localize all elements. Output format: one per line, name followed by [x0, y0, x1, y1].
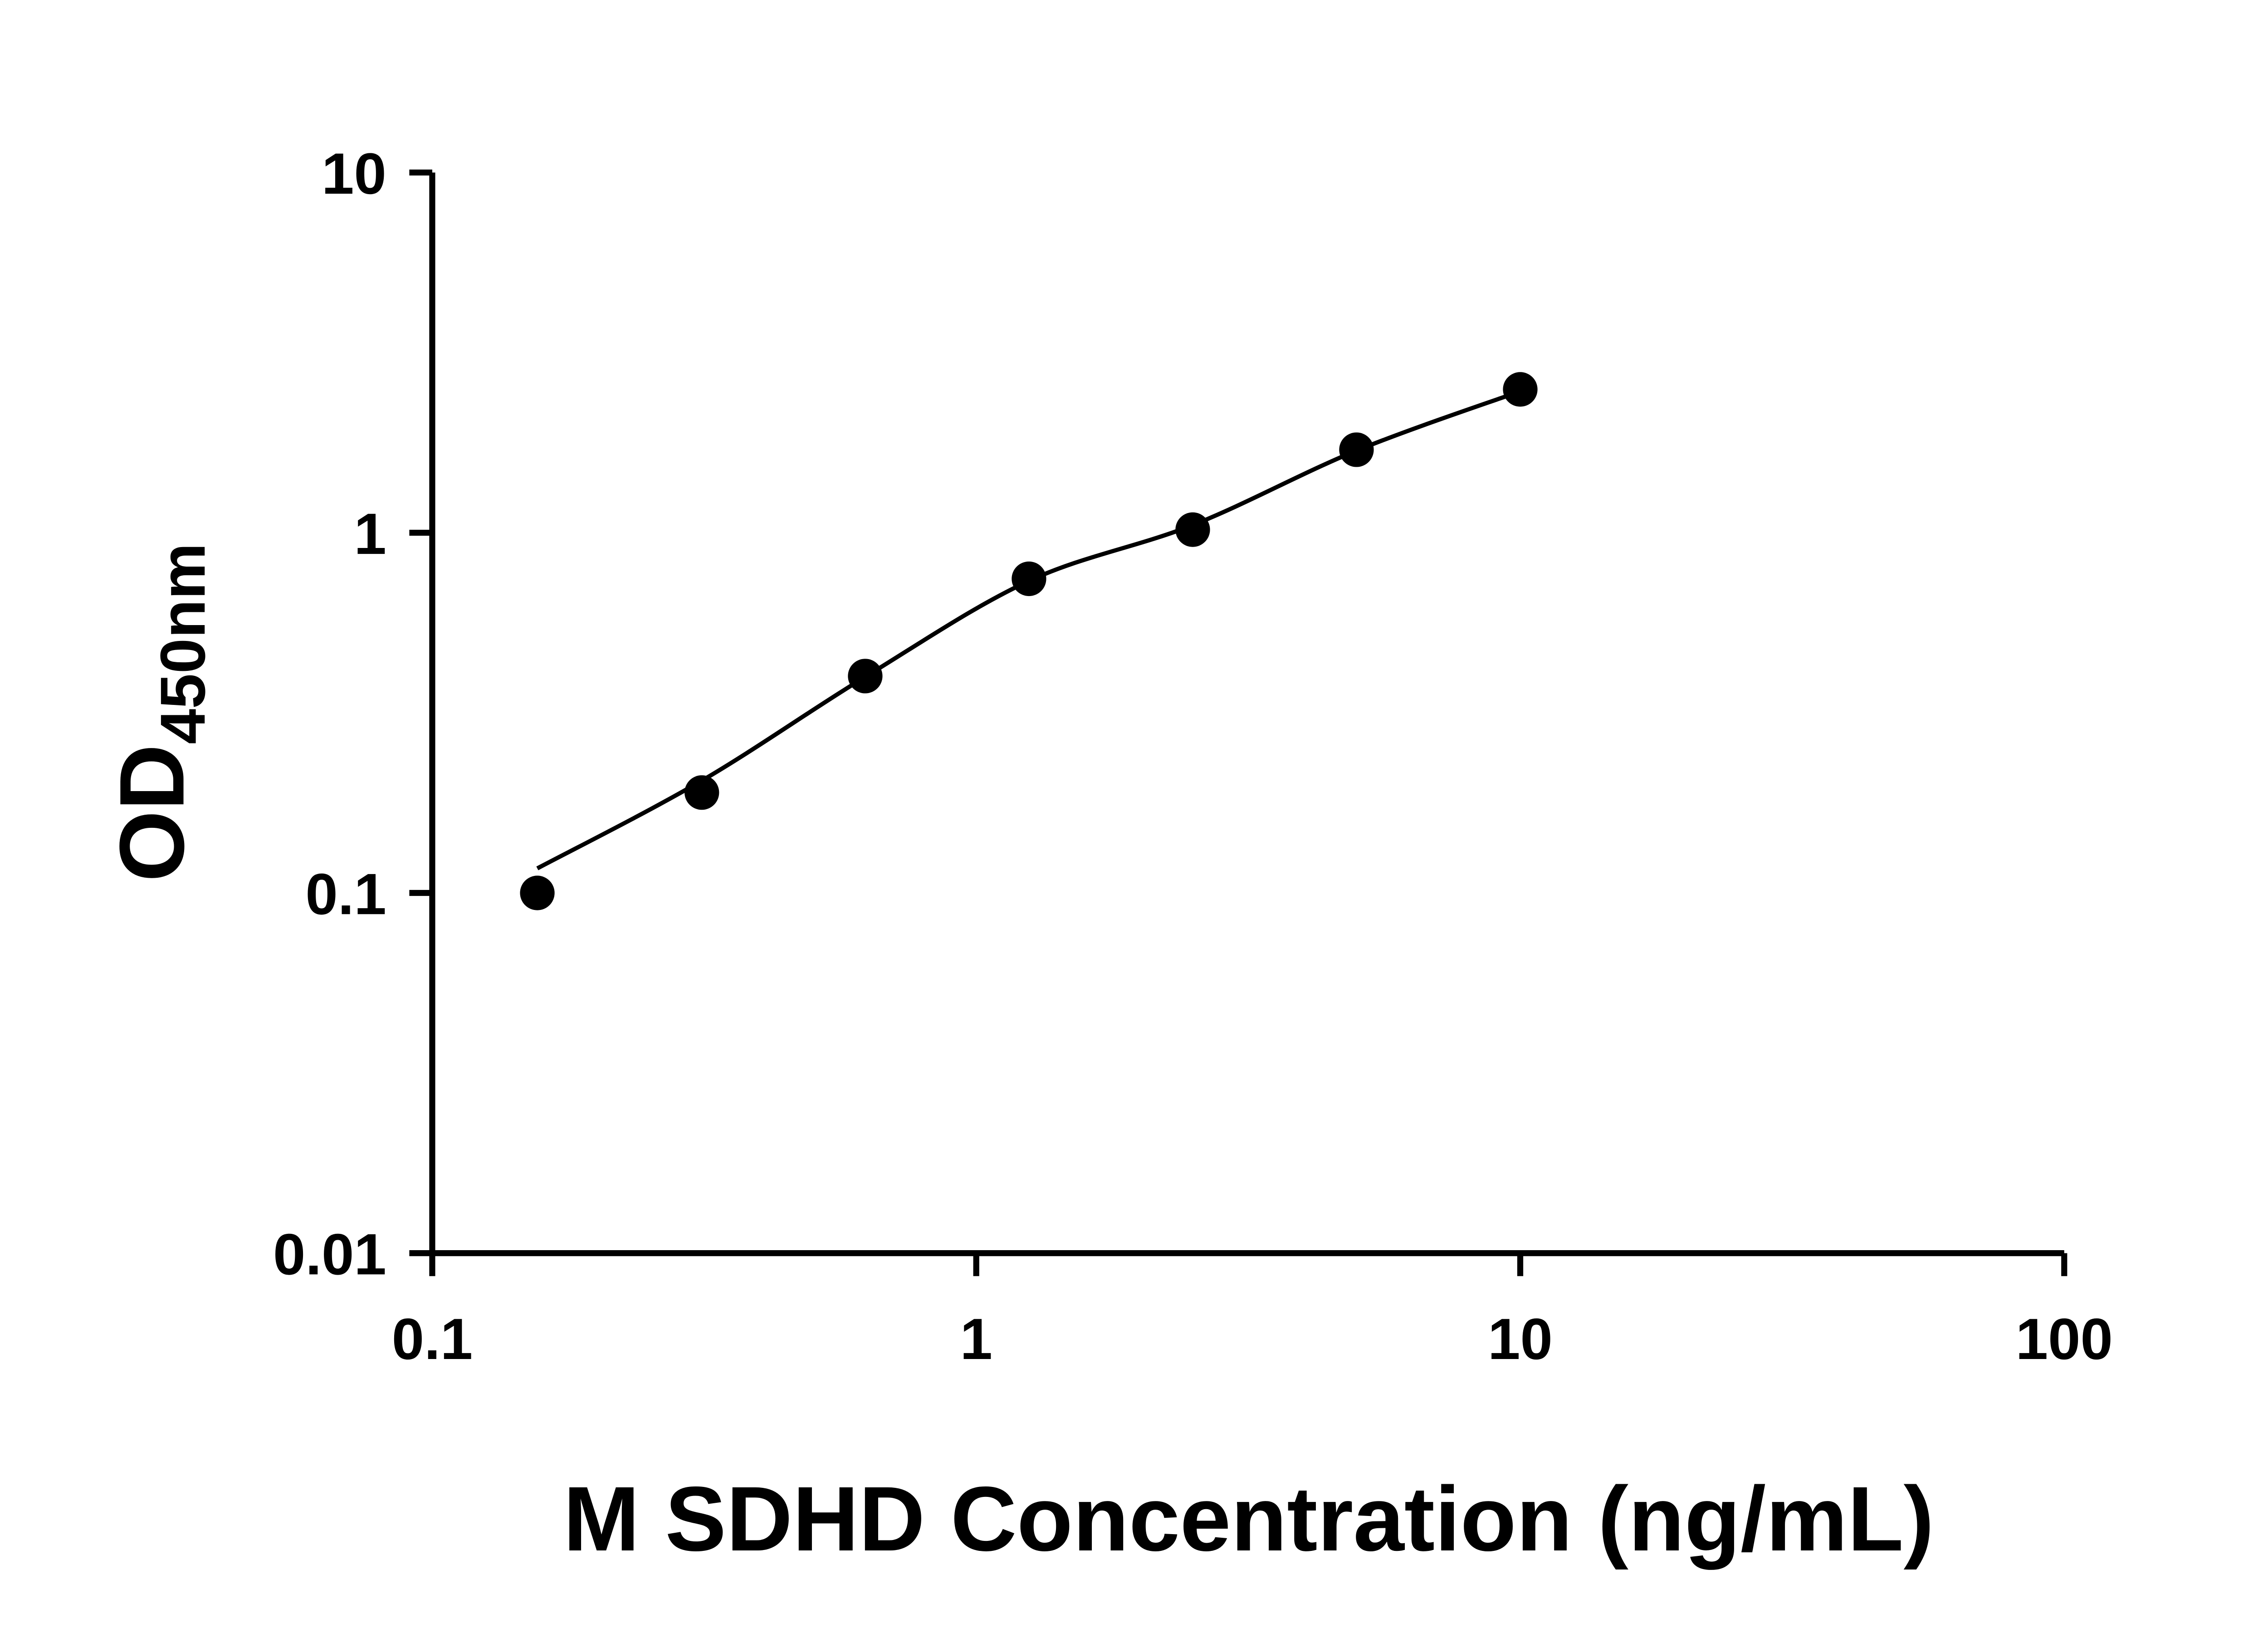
x-tick-label: 100: [2016, 1307, 2113, 1372]
y-axis-title: OD450nm: [101, 543, 219, 882]
x-axis-title: M SDHD Concentration (ng/mL): [563, 1467, 1934, 1570]
y-axis-title-main: OD: [101, 744, 203, 882]
x-tick-label: 0.1: [392, 1307, 473, 1372]
data-point: [848, 659, 883, 694]
y-tick-label: 0.1: [305, 862, 386, 927]
axis-lines: [429, 172, 2064, 1257]
data-point: [1012, 561, 1046, 596]
data-point: [1339, 432, 1374, 467]
x-tick-label: 10: [1488, 1307, 1553, 1372]
y-tick-label: 1: [354, 502, 386, 567]
data-series: [520, 372, 1538, 910]
data-point: [1503, 372, 1538, 407]
y-tick-label: 10: [322, 142, 386, 206]
x-tick-label: 1: [960, 1307, 992, 1372]
axes: [429, 172, 2064, 1257]
data-point: [520, 875, 555, 910]
data-point: [684, 775, 719, 810]
data-point: [1175, 512, 1210, 547]
y-tick-label: 0.01: [273, 1222, 386, 1287]
fit-curve-path: [536, 389, 1521, 870]
y-axis-title-subscript: 450nm: [147, 543, 218, 744]
tick-marks: [409, 169, 2068, 1276]
